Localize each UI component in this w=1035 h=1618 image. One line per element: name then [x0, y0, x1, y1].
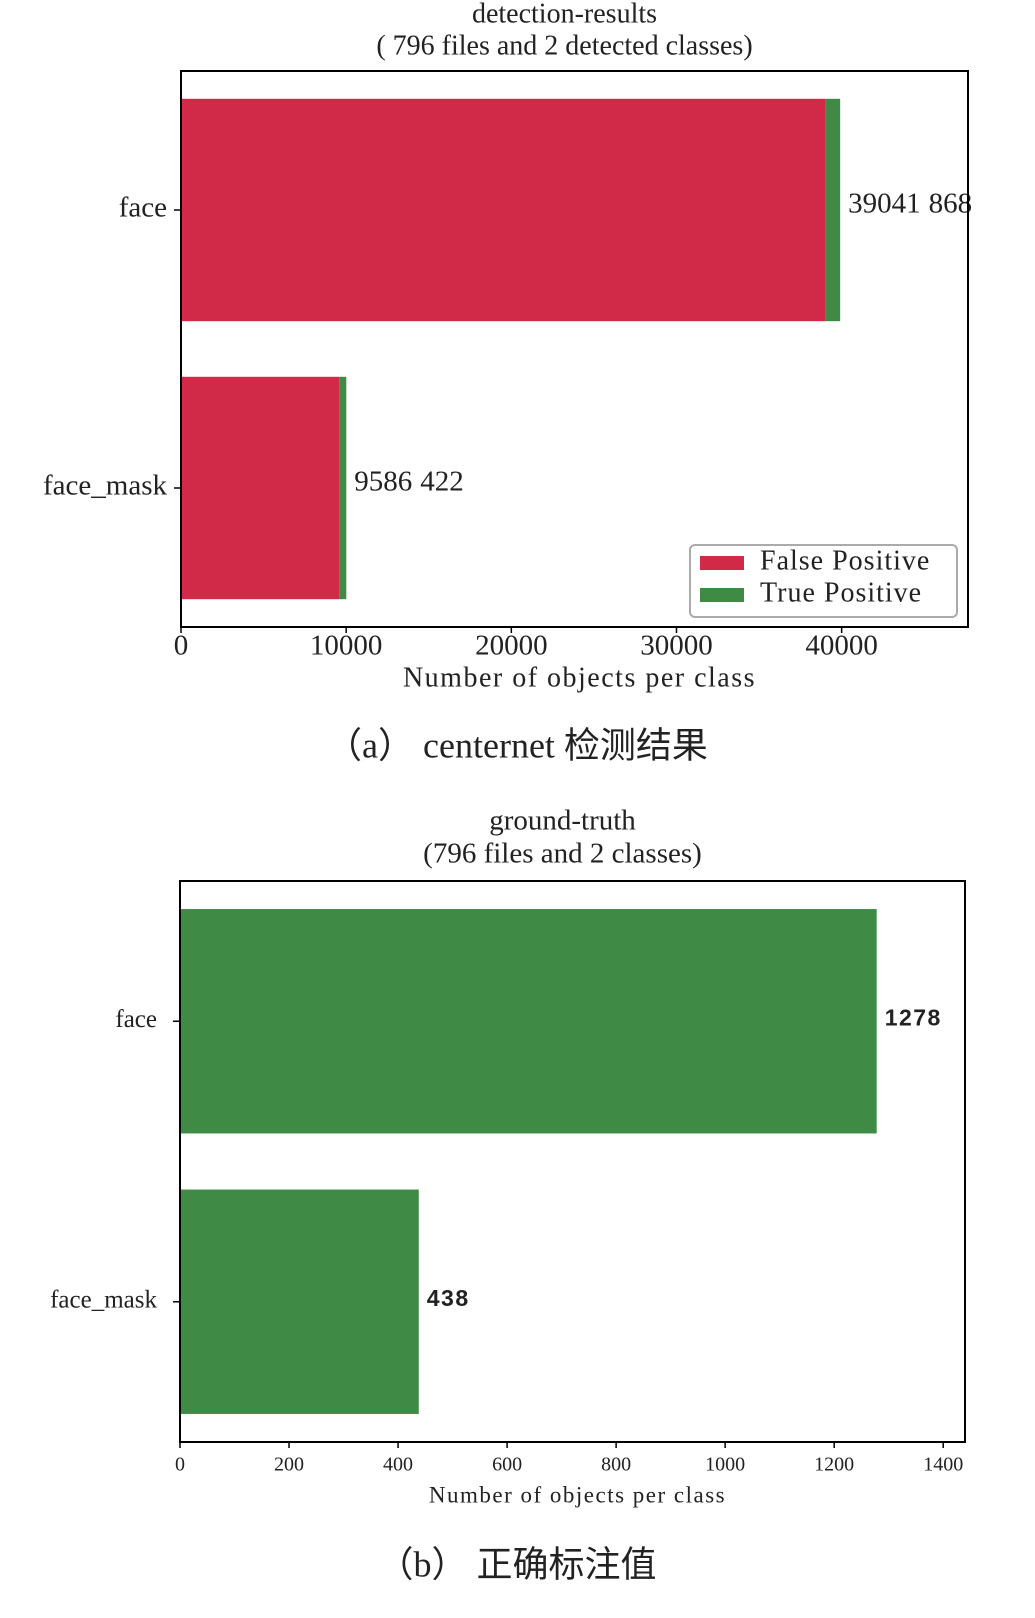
plot-frame [179, 880, 966, 1443]
legend-label: False Positive [760, 545, 930, 576]
bar-segment [825, 98, 841, 322]
value-label: 422 [420, 466, 464, 498]
chart-title: detection-results [472, 0, 657, 29]
x-tick-label: 30000 [640, 630, 713, 662]
x-tick-label: 20000 [475, 630, 548, 662]
legend-label: True Positive [760, 577, 922, 608]
legend-swatch [700, 588, 744, 602]
bar-segment [181, 376, 340, 600]
x-tick-label: 0 [175, 1454, 185, 1476]
bar [180, 909, 877, 1134]
x-tick-label: 0 [174, 630, 189, 662]
legend-swatch [700, 556, 744, 570]
plot-frame [180, 70, 969, 628]
value-label: 9586 [354, 466, 412, 498]
y-tick-label: face_mask [50, 1286, 157, 1313]
value-label: 39041 [848, 188, 921, 220]
chart-subtitle: (796 files and 2 classes) [423, 838, 702, 870]
y-tick-label: face [119, 192, 167, 224]
value-label: 438 [427, 1285, 470, 1311]
bar-segment [339, 376, 347, 600]
y-tick-label: face [115, 1006, 157, 1033]
chart-subtitle: ( 796 files and 2 detected classes) [376, 30, 752, 61]
x-tick-label: 800 [601, 1454, 631, 1476]
x-tick-label: 10000 [310, 630, 383, 662]
bar-segment [181, 98, 826, 322]
chart-title: ground-truth [489, 805, 636, 837]
caption: （b） 正确标注值 [377, 1544, 656, 1584]
x-tick-label: 200 [274, 1454, 304, 1476]
x-tick-label: 1200 [814, 1454, 854, 1476]
bar [180, 1189, 419, 1414]
x-tick-label: 400 [383, 1454, 413, 1476]
value-label: 1278 [885, 1004, 942, 1030]
legend-box [689, 544, 958, 618]
x-axis-label: Number of objects per class [429, 1482, 726, 1507]
y-tick-label: face_mask [43, 470, 167, 502]
x-tick-label: 1000 [705, 1454, 745, 1476]
caption: （a） centernet 检测结果 [326, 725, 708, 765]
value-label: 868 [929, 188, 973, 220]
x-tick-label: 40000 [805, 630, 878, 662]
x-tick-label: 600 [492, 1454, 522, 1476]
x-axis-label: Number of objects per class [403, 662, 756, 693]
x-tick-label: 1400 [923, 1454, 963, 1476]
